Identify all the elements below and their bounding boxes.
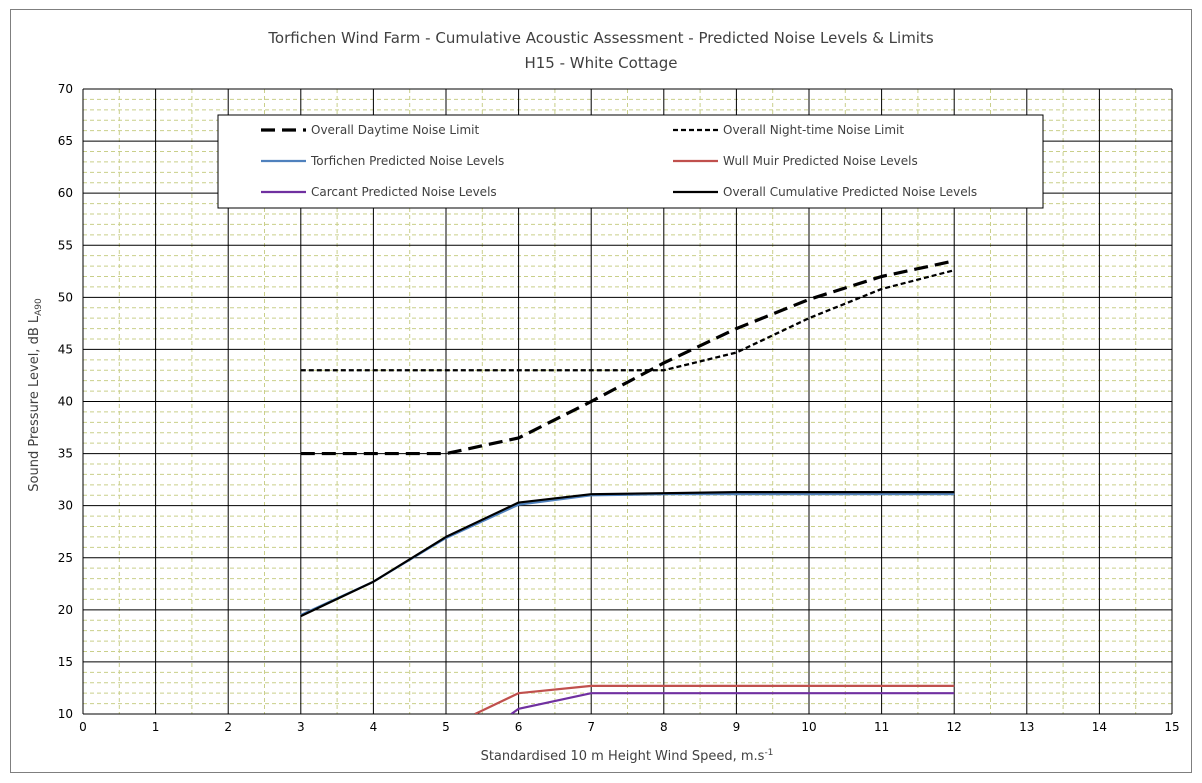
y-tick-label: 50 — [58, 290, 73, 304]
legend-entry-label: Overall Daytime Noise Limit — [311, 123, 479, 137]
y-tick-label: 25 — [58, 551, 73, 565]
legend-box — [217, 114, 1044, 209]
x-tick-label: 3 — [297, 720, 305, 734]
legend-entry-label: Wull Muir Predicted Noise Levels — [723, 154, 918, 168]
y-tick-label: 40 — [58, 395, 73, 409]
series-line-wull-muir-predicted-noise-levels — [474, 684, 955, 714]
y-tick-label: 60 — [58, 186, 73, 200]
series-layer — [300, 259, 955, 714]
x-tick-label: 14 — [1092, 720, 1107, 734]
legend-entry-label: Overall Cumulative Predicted Noise Level… — [723, 185, 977, 199]
series-line-overall-cumulative-predicted-noise-levels — [300, 491, 955, 618]
x-tick-label: 15 — [1164, 720, 1179, 734]
legend: Overall Daytime Noise Limit Overall Night… — [217, 114, 1044, 209]
x-tick-label: 9 — [733, 720, 741, 734]
y-axis-ticks: 10 15 20 25 30 35 40 45 50 55 60 65 70 — [58, 82, 73, 721]
chart-subtitle: H15 - White Cottage — [524, 54, 677, 72]
legend-entry-label: Carcant Predicted Noise Levels — [311, 185, 497, 199]
y-axis-label-subscript: A90 — [34, 298, 44, 316]
x-tick-label: 11 — [874, 720, 889, 734]
y-axis-label: Sound Pressure Level, dB LA90 — [27, 298, 44, 492]
chart-frame: Torfichen Wind Farm - Cumulative Acousti… — [10, 9, 1192, 773]
x-tick-label: 2 — [224, 720, 232, 734]
y-tick-label: 70 — [58, 82, 73, 96]
x-tick-label: 7 — [587, 720, 595, 734]
x-tick-label: 0 — [79, 720, 87, 734]
x-tick-label: 4 — [370, 720, 378, 734]
x-tick-label: 5 — [442, 720, 450, 734]
x-tick-label: 12 — [947, 720, 962, 734]
y-tick-label: 30 — [58, 499, 73, 513]
x-tick-label: 1 — [152, 720, 160, 734]
x-axis-ticks: 0 1 2 3 4 5 6 7 8 9 10 11 12 13 14 15 — [79, 720, 1179, 734]
y-tick-label: 45 — [58, 342, 73, 356]
x-tick-label: 8 — [660, 720, 668, 734]
y-tick-label: 65 — [58, 134, 73, 148]
series-line-overall-night-time-noise-limit — [300, 269, 955, 372]
x-tick-label: 10 — [801, 720, 816, 734]
x-axis-label-text: Standardised 10 m Height Wind Speed, m.s — [481, 749, 765, 764]
y-axis-label-text: Sound Pressure Level, dB L — [27, 315, 42, 492]
legend-entry-label: Torfichen Predicted Noise Levels — [310, 154, 504, 168]
legend-entry-label: Overall Night-time Noise Limit — [723, 123, 904, 137]
y-tick-label: 55 — [58, 238, 73, 252]
chart-title: Torfichen Wind Farm - Cumulative Acousti… — [267, 29, 934, 47]
y-tick-label: 10 — [58, 707, 73, 721]
series-line-overall-daytime-noise-limit — [300, 259, 955, 456]
x-axis-label-unit-superscript: -1 — [764, 748, 773, 758]
series-line-carcant-predicted-noise-levels — [510, 692, 955, 714]
y-tick-label: 35 — [58, 447, 73, 461]
y-tick-label: 15 — [58, 655, 73, 669]
x-axis-label: Standardised 10 m Height Wind Speed, m.s… — [481, 748, 774, 764]
y-tick-label: 20 — [58, 603, 73, 617]
x-tick-label: 13 — [1019, 720, 1034, 734]
chart: Torfichen Wind Farm - Cumulative Acousti… — [27, 29, 1180, 764]
x-tick-label: 6 — [515, 720, 523, 734]
